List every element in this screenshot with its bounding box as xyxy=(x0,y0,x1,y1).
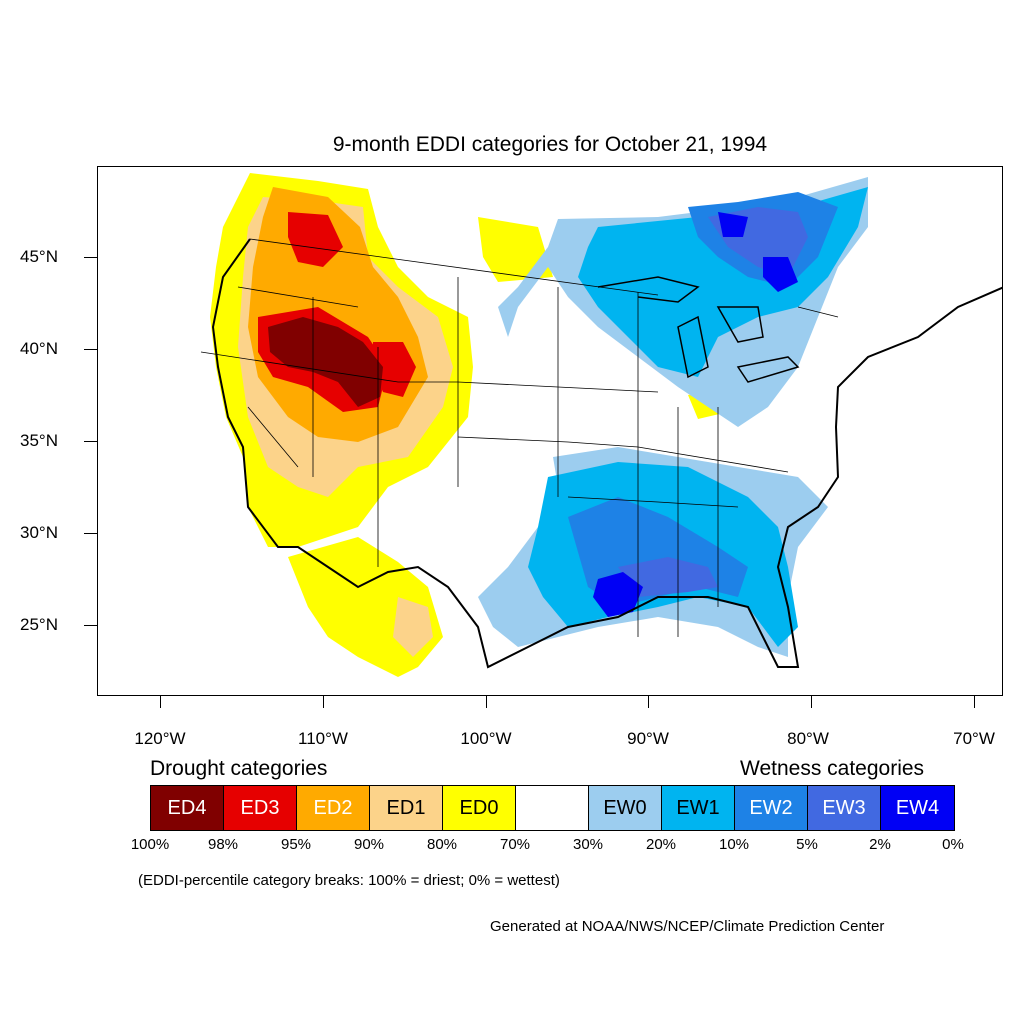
legend-box-ed2: ED2 xyxy=(297,786,370,830)
legend-break-label: 95% xyxy=(280,836,312,853)
legend-box-ew3: EW3 xyxy=(808,786,881,830)
legend-box-ew2: EW2 xyxy=(735,786,808,830)
lat-label: 35°N xyxy=(20,431,58,450)
legend-break-label: 100% xyxy=(130,836,170,853)
lon-tick xyxy=(974,696,975,708)
legend-break-label: 10% xyxy=(718,836,750,853)
drought-heading: Drought categories xyxy=(150,757,328,780)
lat-label: 45°N xyxy=(20,247,58,266)
lat-label: 30°N xyxy=(20,523,58,542)
legend-break-label: 30% xyxy=(572,836,604,853)
legend-break-label: 80% xyxy=(426,836,458,853)
category-note: (EDDI-percentile category breaks: 100% =… xyxy=(138,872,560,889)
lon-label: 90°W xyxy=(627,729,669,748)
lat-tick xyxy=(84,349,97,350)
legend-colorbar: ED4 ED3 ED2 ED1 ED0 EW0 EW1 EW2 EW3 EW4 xyxy=(150,785,955,831)
ew4-gulf xyxy=(593,572,643,617)
map-title: 9-month EDDI categories for October 21, … xyxy=(332,133,768,156)
legend-break-label: 70% xyxy=(499,836,531,853)
lat-tick xyxy=(84,533,97,534)
lon-tick xyxy=(160,696,161,708)
map-canvas xyxy=(200,173,1002,677)
ed1-texas xyxy=(393,597,433,657)
legend-break-label: 5% xyxy=(796,836,818,853)
lat-tick xyxy=(84,441,97,442)
lon-tick xyxy=(486,696,487,708)
legend-box-ed1: ED1 xyxy=(370,786,443,830)
eddi-map xyxy=(97,166,1003,696)
legend-break-label: 2% xyxy=(869,836,891,853)
lon-tick xyxy=(323,696,324,708)
legend-box-ed4: ED4 xyxy=(151,786,224,830)
legend-break-label: 98% xyxy=(207,836,239,853)
lon-label: 120°W xyxy=(134,729,186,748)
legend-break-label: 0% xyxy=(942,836,964,853)
coastline xyxy=(211,238,1002,669)
lat-label: 25°N xyxy=(20,615,58,634)
ed4-core xyxy=(268,317,383,407)
state-boundaries xyxy=(200,238,839,637)
lon-label: 80°W xyxy=(787,729,829,748)
wetness-heading: Wetness categories xyxy=(740,757,925,780)
legend-break-label: 20% xyxy=(645,836,677,853)
legend-box-neutral xyxy=(516,786,589,830)
legend-box-ew1: EW1 xyxy=(662,786,735,830)
lon-label: 110°W xyxy=(298,729,348,748)
credit-line: Generated at NOAA/NWS/NCEP/Climate Predi… xyxy=(490,918,885,935)
lat-label: 40°N xyxy=(20,339,58,358)
legend-break-label: 90% xyxy=(353,836,385,853)
lon-tick xyxy=(811,696,812,708)
lon-tick xyxy=(648,696,649,708)
lon-label: 70°W xyxy=(953,729,995,748)
legend-box-ew0: EW0 xyxy=(589,786,662,830)
legend-box-ed0: ED0 xyxy=(443,786,516,830)
lat-tick xyxy=(84,257,97,258)
lon-label: 100°W xyxy=(460,729,512,748)
legend-box-ed3: ED3 xyxy=(224,786,297,830)
ed3-idaho xyxy=(288,212,343,267)
legend-box-ew4: EW4 xyxy=(881,786,954,830)
ew4-north xyxy=(763,257,798,292)
great-lakes xyxy=(597,276,800,383)
ew4-small xyxy=(718,212,748,237)
lat-tick xyxy=(84,625,97,626)
